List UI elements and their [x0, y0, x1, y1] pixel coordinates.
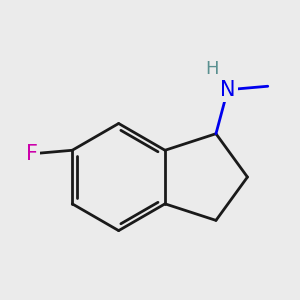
Text: H: H: [205, 60, 218, 78]
Text: F: F: [26, 144, 38, 164]
Text: N: N: [220, 80, 236, 100]
